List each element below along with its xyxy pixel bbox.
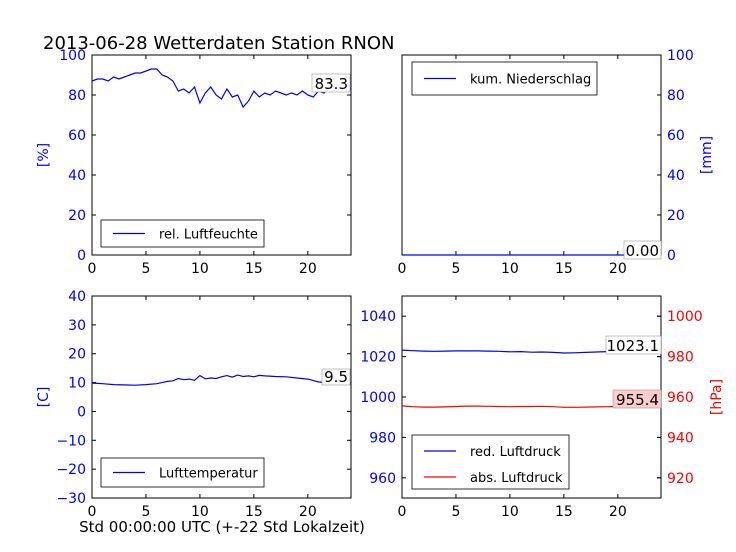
series-line-rel-luftfeuchte — [91, 68, 352, 109]
y-axis-label: [C] — [36, 387, 52, 408]
y-tick-label: 80 — [68, 88, 86, 104]
x-tick-label: 0 — [88, 504, 97, 520]
x-tick-label: 20 — [609, 261, 627, 277]
y-tick-label: −30 — [56, 491, 86, 507]
value-annotation-box — [612, 389, 662, 409]
y-tick-label: 40 — [68, 289, 86, 305]
y-axis-label-right: [hPa] — [709, 379, 725, 415]
x-tick-label: 10 — [501, 261, 519, 277]
x-tick-label: 15 — [555, 261, 573, 277]
legend-box — [411, 434, 570, 490]
x-tick-label: 0 — [398, 261, 407, 277]
y-tick-label: 20 — [68, 347, 86, 363]
panel-temperature: 0 5 10 15 20 −30 −20 −10 0 10 20 30 40 [C] Lufttempera… — [36, 289, 352, 520]
y-tick-label: 0 — [77, 404, 86, 420]
y-tick-label-right: 940 — [667, 430, 694, 446]
x-tick-label: 5 — [141, 504, 150, 520]
y-tick-label: 1000 — [360, 390, 396, 406]
panel-pressure: 0 5 10 15 20 960 980 1000 1020 1040 920 940 960 980 10… — [360, 295, 725, 520]
x-axis-label: Std 00:00:00 UTC (+-22 Std Lokalzeit) — [79, 518, 365, 536]
panel-precipitation: 0 5 10 15 20 0 20 40 60 80 100 [mm] kum. Niederschla… — [398, 48, 715, 277]
x-tick-label: 20 — [609, 504, 627, 520]
y-tick-label: 30 — [68, 318, 86, 334]
y-tick-label: 980 — [369, 430, 396, 446]
y-tick-label: 80 — [667, 88, 685, 104]
x-tick-label: 20 — [299, 261, 317, 277]
value-annotation: 9.5 — [324, 368, 348, 386]
y-tick-label: 960 — [369, 471, 396, 487]
x-tick-label: 5 — [141, 261, 150, 277]
legend-label: abs. Luftdruck — [470, 471, 563, 486]
y-tick-label-right: 1000 — [667, 309, 703, 325]
y-tick-label: 40 — [667, 168, 685, 184]
y-tick-label: 20 — [68, 208, 86, 224]
y-tick-label-right: 960 — [667, 390, 694, 406]
x-tick-label: 5 — [451, 261, 460, 277]
y-tick-label: 0 — [667, 248, 676, 264]
series-line-lufttemperatur — [91, 374, 352, 386]
legend-label: rel. Luftfeuchte — [159, 228, 258, 243]
x-tick-label: 10 — [191, 504, 209, 520]
value-annotation: 955.4 — [616, 391, 659, 409]
legend-label: Lufttemperatur — [159, 467, 258, 482]
legend-label: kum. Niederschlag — [470, 73, 591, 88]
y-tick-label: 1040 — [360, 309, 396, 325]
x-tick-label: 10 — [501, 504, 519, 520]
value-annotation-box — [605, 335, 662, 355]
y-tick-label-right: 980 — [667, 350, 694, 366]
figure-title: 2013-06-28 Wetterdaten Station RNON — [43, 33, 394, 54]
y-tick-label: 60 — [68, 128, 86, 144]
y-tick-label-right: 920 — [667, 471, 694, 487]
y-tick-label: 0 — [77, 248, 86, 264]
legend-box — [100, 219, 265, 248]
value-annotation-box — [321, 368, 351, 386]
legend-label: red. Luftdruck — [470, 445, 561, 460]
y-tick-label: 100 — [59, 48, 86, 64]
x-tick-label: 15 — [245, 504, 263, 520]
y-tick-label: −20 — [56, 462, 86, 478]
x-tick-label: 5 — [451, 504, 460, 520]
value-annotation: 1023.1 — [607, 337, 660, 355]
y-tick-label: 1020 — [360, 350, 396, 366]
x-tick-label: 15 — [555, 504, 573, 520]
y-tick-label: 60 — [667, 128, 685, 144]
x-tick-label: 0 — [398, 504, 407, 520]
y-tick-label: 20 — [667, 208, 685, 224]
value-annotation: 83.3 — [315, 75, 348, 93]
value-annotation-box — [623, 240, 662, 260]
y-axis-label: [mm] — [699, 136, 715, 174]
y-tick-label: 10 — [68, 376, 86, 392]
value-annotation: 0.00 — [626, 242, 659, 260]
y-tick-label: −10 — [56, 433, 86, 449]
y-axis-label: [%] — [36, 143, 52, 167]
y-tick-label: 40 — [68, 168, 86, 184]
x-tick-label: 10 — [191, 261, 209, 277]
value-annotation-box — [311, 73, 351, 93]
y-tick-label: 100 — [667, 48, 694, 64]
x-tick-label: 20 — [299, 504, 317, 520]
x-tick-label: 15 — [245, 261, 263, 277]
panel-humidity: 0 5 10 15 20 0 20 40 60 80 100 [%] rel. Luftfeuchte 8… — [36, 48, 352, 277]
x-tick-label: 0 — [88, 261, 97, 277]
